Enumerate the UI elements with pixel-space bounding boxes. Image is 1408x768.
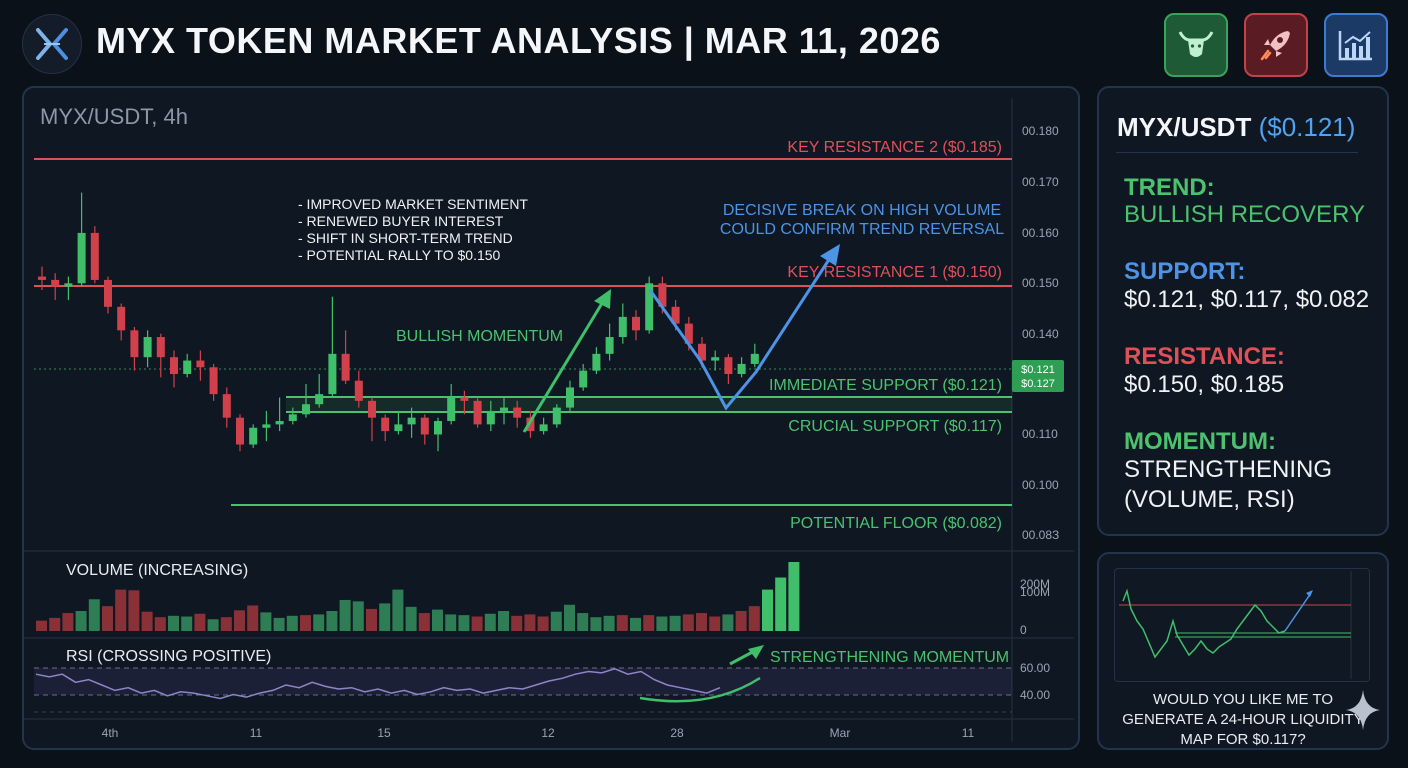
bar-chart-icon[interactable] — [1324, 13, 1388, 77]
rocket-icon[interactable] — [1244, 13, 1308, 77]
header: MYX TOKEN MARKET ANALYSIS | MAR 11, 2026 — [0, 0, 1408, 86]
momentum-value-1: STRENGTHENING — [1124, 456, 1333, 483]
momentum-value-2: (VOLUME, RSI) — [1124, 486, 1295, 513]
momentum-label: MOMENTUM: — [1124, 428, 1276, 455]
page-title: MYX TOKEN MARKET ANALYSIS | MAR 11, 2026 — [96, 20, 941, 61]
resistance-value: $0.150, $0.185 — [1124, 371, 1285, 398]
resistance-label: RESISTANCE: — [1124, 343, 1285, 370]
bull-icon[interactable] — [1164, 13, 1228, 77]
sparkle-icon — [1346, 690, 1380, 734]
preview-question[interactable]: WOULD YOU LIKE ME TO GENERATE A 24-HOUR … — [1122, 691, 1364, 748]
trend-value: BULLISH RECOVERY — [1124, 201, 1365, 228]
chart-pair-label: MYX/USDT, 4h — [40, 104, 188, 129]
summary-divider — [1116, 152, 1358, 153]
summary-title: MYX/USDT ($0.121) — [1117, 112, 1355, 143]
summary-price: ($0.121) — [1258, 112, 1356, 142]
support-value: $0.121, $0.117, $0.082 — [1124, 286, 1370, 313]
preview-thumbnail[interactable] — [1114, 568, 1370, 682]
chart-panel — [22, 86, 1080, 750]
trend-label: TREND: — [1124, 174, 1215, 201]
support-label: SUPPORT: — [1124, 258, 1246, 285]
summary-pair: MYX/USDT — [1117, 112, 1252, 142]
summary-panel — [1097, 86, 1389, 536]
preview-mini-chart — [1119, 571, 1352, 679]
x-logo-icon — [22, 14, 82, 74]
